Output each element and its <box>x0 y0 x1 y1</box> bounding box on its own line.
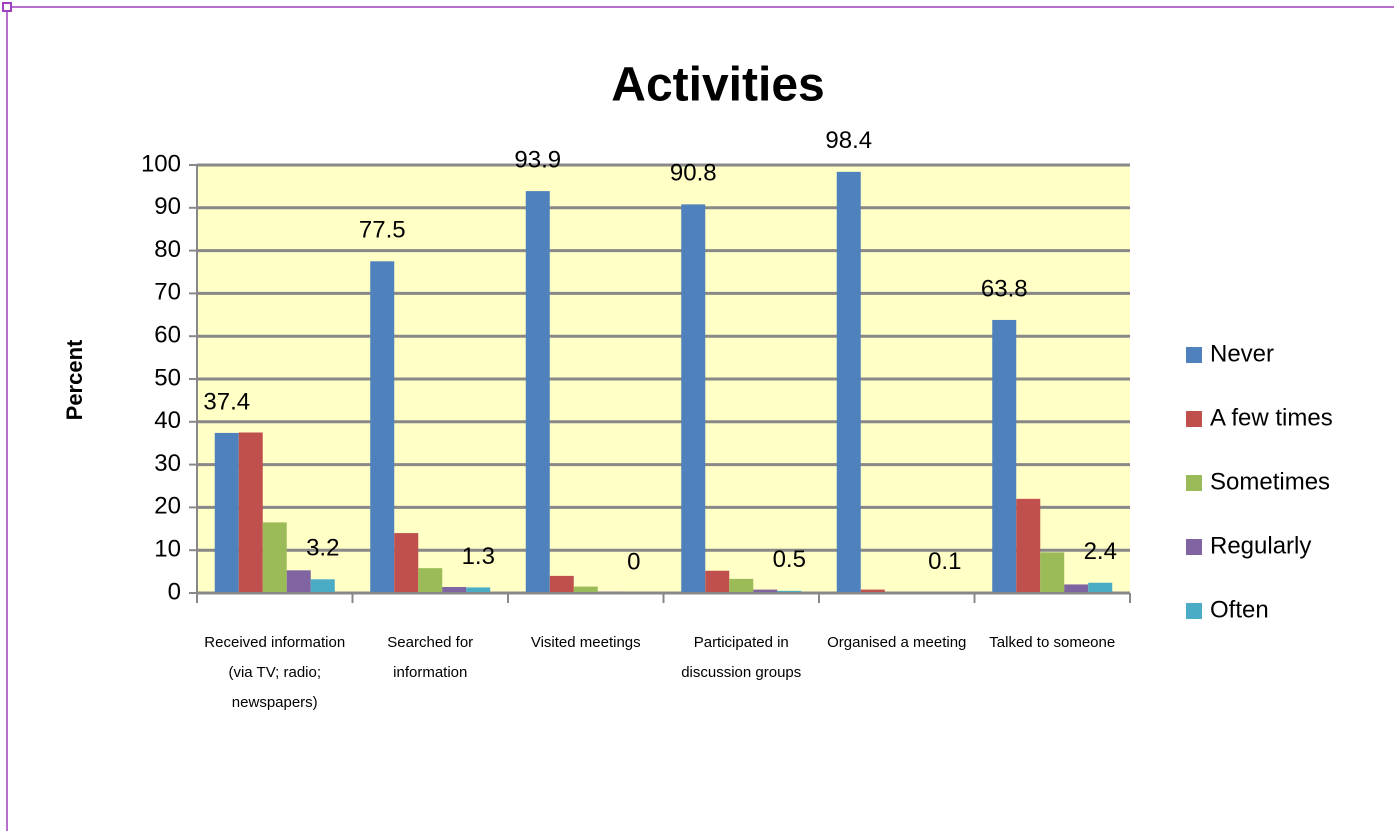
x-tick-label: Organised a meeting <box>827 634 966 651</box>
x-tick-label: Received information (via TV; radio; newsp… <box>204 634 345 711</box>
data-label: 77.5 <box>359 217 406 244</box>
x-tick-label-line: Visited meetings <box>531 634 641 651</box>
bar <box>466 587 491 593</box>
bar <box>1064 584 1089 593</box>
x-tick-label: Searched for information <box>387 634 473 681</box>
y-tick-label: 10 <box>154 536 181 563</box>
x-tick-label-line: Received information <box>204 634 345 651</box>
data-label: 0 <box>627 548 640 575</box>
y-tick-label: 20 <box>154 493 181 520</box>
y-axis-label: Percent <box>62 339 87 420</box>
data-label: 37.4 <box>203 388 250 415</box>
bar <box>1016 498 1041 593</box>
chart-title: Activities <box>611 59 824 112</box>
data-label: 93.9 <box>514 146 561 173</box>
legend-label: Regularly <box>1210 532 1311 559</box>
frame-handle <box>2 2 12 12</box>
bar <box>860 589 885 593</box>
legend-swatch <box>1186 347 1202 363</box>
legend-swatch <box>1186 475 1202 491</box>
bar <box>729 578 754 593</box>
legend-swatch <box>1186 603 1202 619</box>
bar <box>418 568 443 593</box>
y-tick-label: 100 <box>141 150 181 177</box>
bar <box>992 319 1017 593</box>
x-tick-label-line: Talked to someone <box>989 634 1115 651</box>
bar <box>753 589 778 593</box>
y-tick-label: 70 <box>154 279 181 306</box>
y-tick-label: 60 <box>154 322 181 349</box>
bar <box>525 191 550 593</box>
y-tick-label: 80 <box>154 236 181 263</box>
data-label: 0.5 <box>773 546 806 573</box>
bar <box>1040 552 1065 593</box>
bar <box>286 570 311 593</box>
bar <box>442 587 467 593</box>
y-tick-label: 50 <box>154 364 181 391</box>
legend-label: Sometimes <box>1210 468 1330 495</box>
bar <box>836 171 861 593</box>
bar <box>777 590 802 593</box>
legend-swatch <box>1186 539 1202 555</box>
x-tick-label: Visited meetings <box>531 634 641 651</box>
legend-label: Often <box>1210 596 1269 623</box>
data-label: 90.8 <box>670 160 717 187</box>
x-tick-label: Talked to someone <box>989 634 1115 651</box>
bar <box>573 586 598 593</box>
x-tick-label-line: Organised a meeting <box>827 634 966 651</box>
data-label: 1.3 <box>462 543 495 570</box>
bar <box>262 522 287 593</box>
bar <box>705 570 730 593</box>
bar <box>1088 582 1113 593</box>
x-tick-label-line: (via TV; radio; <box>228 664 321 681</box>
y-tick-label: 0 <box>168 578 181 605</box>
data-label: 0.1 <box>928 548 961 575</box>
y-tick-label: 40 <box>154 407 181 434</box>
y-tick-label: 90 <box>154 193 181 220</box>
x-tick-label-line: Participated in <box>694 634 789 651</box>
data-label: 98.4 <box>825 127 872 154</box>
data-label: 63.8 <box>981 275 1028 302</box>
legend-label: A few times <box>1210 404 1333 431</box>
bar <box>214 432 239 593</box>
x-tick-label: Participated in discussion groups <box>681 634 801 681</box>
legend-swatch <box>1186 411 1202 427</box>
legend-label: Never <box>1210 340 1274 367</box>
x-tick-label-line: information <box>393 664 467 681</box>
x-tick-label-line: Searched for <box>387 634 473 651</box>
bar <box>310 579 335 593</box>
bar <box>549 575 574 593</box>
x-tick-label-line: newspapers) <box>232 694 318 711</box>
y-tick-label: 30 <box>154 450 181 477</box>
x-tick-label-line: discussion groups <box>681 664 801 681</box>
bar <box>238 432 263 593</box>
bar <box>681 204 706 593</box>
data-label: 2.4 <box>1084 538 1117 565</box>
data-label: 3.2 <box>306 535 339 562</box>
bar <box>370 261 395 593</box>
bar <box>394 533 419 593</box>
